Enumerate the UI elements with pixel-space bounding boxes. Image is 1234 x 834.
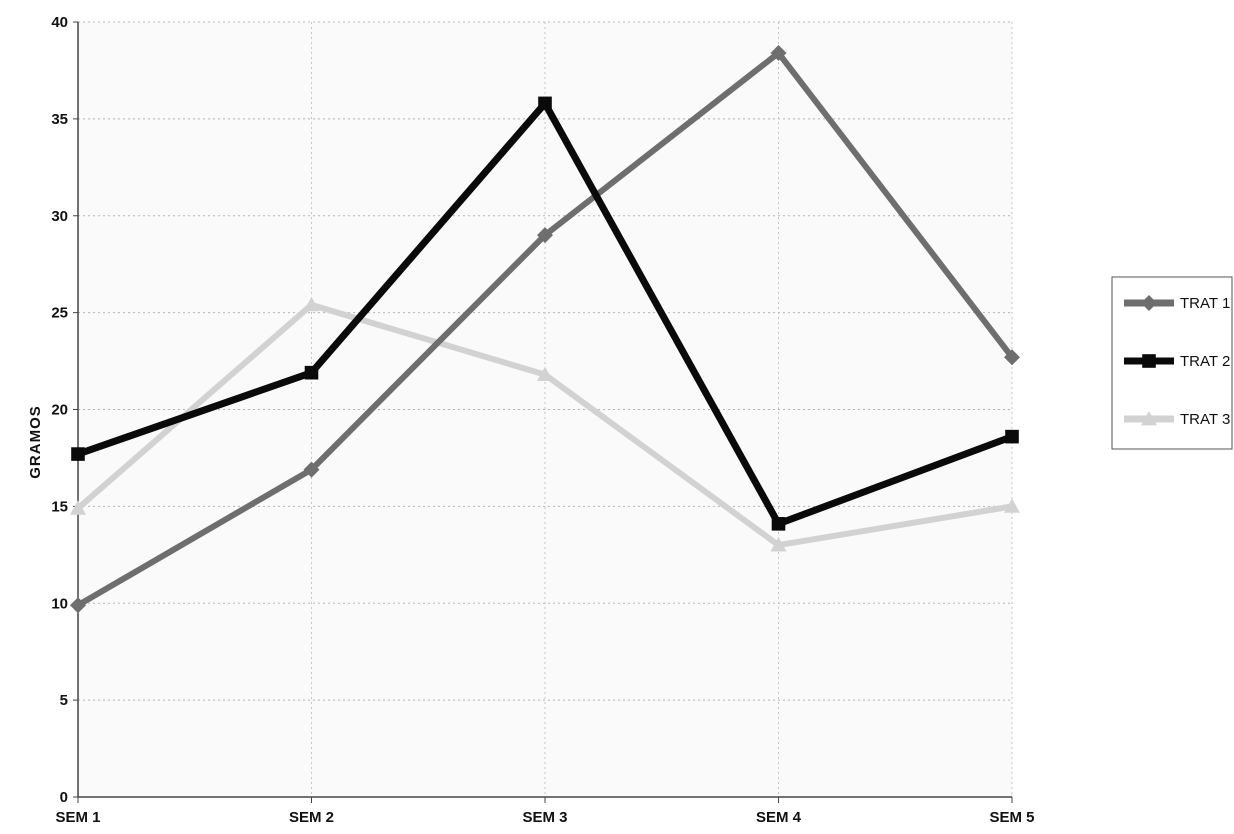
data-point-triangle: [1141, 411, 1157, 426]
data-point-diamond: [770, 45, 787, 61]
y-tick-label: 0: [60, 789, 68, 806]
data-point-square: [771, 517, 786, 531]
y-axis-title: GRAMOS: [27, 405, 44, 479]
legend-label: TRAT 1: [1180, 295, 1230, 312]
data-point-triangle: [770, 537, 787, 552]
y-tick-label: 25: [51, 305, 68, 322]
legend-item: TRAT 3: [1124, 411, 1230, 428]
data-point-diamond: [1141, 295, 1157, 311]
legend-label: TRAT 3: [1180, 411, 1230, 428]
x-tick-label: SEM 4: [756, 809, 802, 826]
data-point-triangle: [70, 500, 86, 515]
y-tick-label: 15: [51, 498, 68, 515]
data-point-square: [304, 365, 319, 380]
y-tick-label: 10: [51, 595, 68, 612]
data-point-square: [71, 447, 85, 461]
data-point-diamond: [537, 227, 553, 244]
y-tick-label: 20: [51, 402, 68, 419]
data-point-square: [1005, 429, 1019, 444]
data-point-triangle: [1004, 498, 1020, 513]
series-layer: [70, 45, 1020, 614]
data-point-square: [538, 96, 552, 111]
data-point-diamond: [303, 461, 320, 478]
data-point-diamond: [1004, 349, 1020, 366]
x-axis-ticks: SEM 1 SEM 2 SEM 3 SEM 4 SEM 5: [55, 797, 1035, 826]
data-point-triangle: [537, 366, 553, 382]
x-tick-label: SEM 3: [522, 809, 567, 826]
x-tick-label: SEM 5: [989, 809, 1034, 826]
y-tick-label: 5: [60, 692, 68, 709]
y-axis-ticks: 0 5 10 15 20 25 30 35 40: [51, 14, 78, 806]
series-trat-2: [71, 96, 1019, 531]
x-tick-label: SEM 2: [289, 809, 334, 826]
data-point-diamond: [70, 597, 86, 614]
y-tick-label: 40: [51, 14, 68, 31]
y-tick-label: 35: [51, 111, 68, 128]
gridlines: [78, 21, 1013, 797]
data-point-triangle: [303, 296, 320, 312]
x-tick-label: SEM 1: [55, 809, 100, 826]
legend-item: TRAT 2: [1124, 353, 1230, 370]
data-point-square: [1142, 354, 1156, 368]
series-trat-1: [70, 45, 1020, 614]
legend-item: TRAT 1: [1124, 295, 1230, 312]
legend-label: TRAT 2: [1180, 353, 1230, 370]
y-tick-label: 30: [51, 208, 68, 225]
legend: TRAT 1 TRAT 2 TRAT 3: [1111, 276, 1233, 450]
series-trat-3: [70, 296, 1020, 552]
